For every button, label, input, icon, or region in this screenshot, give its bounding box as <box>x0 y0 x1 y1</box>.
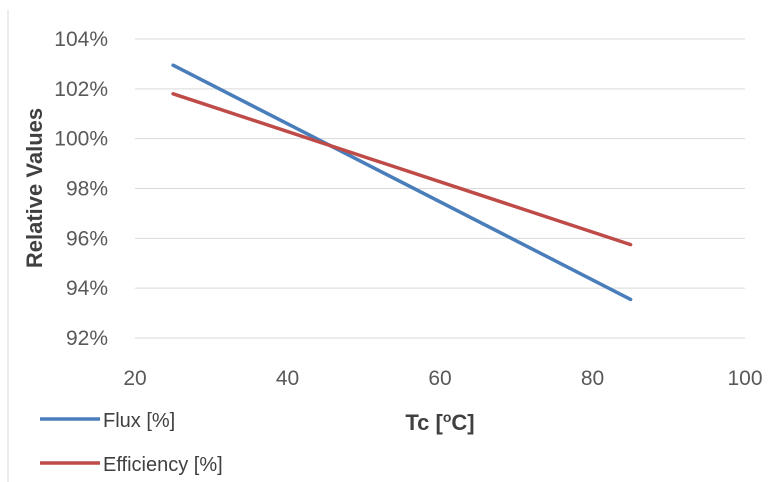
x-tick-label: 20 <box>123 367 146 390</box>
x-axis-ticks: 20 40 60 80 100 <box>123 367 762 390</box>
series-line-efficiency <box>171 92 633 247</box>
x-axis-title-suffix: C] <box>451 410 474 435</box>
x-tick-label: 60 <box>428 367 451 390</box>
y-tick-label: 104% <box>54 28 108 51</box>
legend-item-flux: Flux [%] <box>40 410 175 432</box>
y-tick-label: 98% <box>66 178 108 201</box>
legend-label-efficiency: Efficiency [%] <box>103 454 223 476</box>
series-lines <box>171 63 633 302</box>
legend: Flux [%] Efficiency [%] <box>40 410 223 476</box>
x-tick-label: 80 <box>581 367 604 390</box>
y-tick-label: 102% <box>54 78 108 101</box>
grid-lines <box>135 38 745 339</box>
y-tick-label: 96% <box>66 227 108 250</box>
x-axis-title-superscript: o <box>443 409 452 425</box>
x-axis-title-main: Tc [ <box>405 410 443 435</box>
y-tick-label: 100% <box>54 128 108 151</box>
series-line-flux <box>171 63 633 302</box>
x-axis-title: Tc [oC] <box>405 409 474 435</box>
y-axis-title: Relative Values <box>22 108 47 268</box>
legend-label-flux: Flux [%] <box>103 410 175 432</box>
legend-item-efficiency: Efficiency [%] <box>40 454 223 476</box>
y-tick-label: 94% <box>66 277 108 300</box>
y-tick-label: 92% <box>66 327 108 350</box>
y-axis-ticks: 104% 102% 100% 98% 96% 94% 92% <box>54 28 108 350</box>
x-tick-label: 40 <box>276 367 299 390</box>
x-tick-label: 100 <box>727 367 762 390</box>
